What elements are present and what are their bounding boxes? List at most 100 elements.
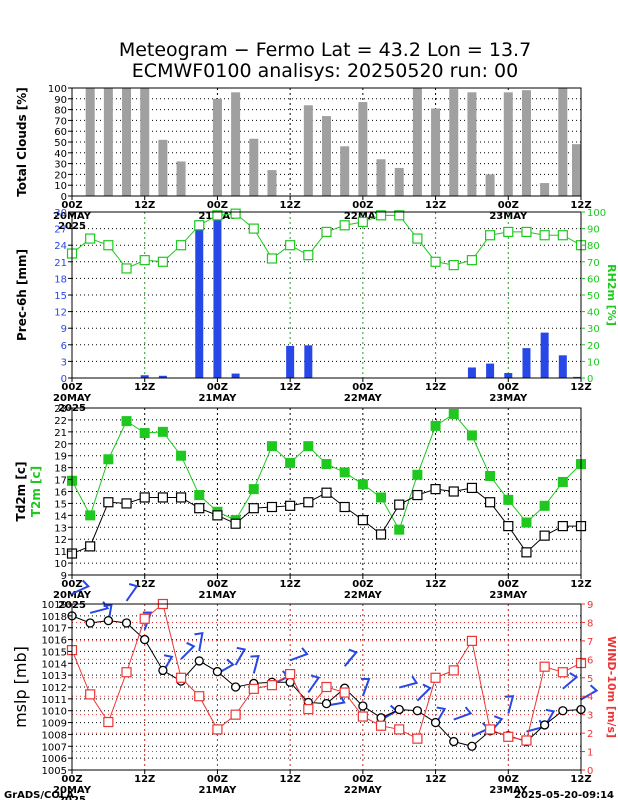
series-point	[266, 501, 278, 513]
y-tick-label: 23	[54, 404, 67, 415]
y-tick-label: 14	[54, 511, 67, 522]
rh2m-point	[194, 220, 205, 231]
series-point	[321, 698, 332, 709]
rh2m-point	[539, 230, 550, 241]
series-point	[539, 661, 550, 672]
series-point	[85, 618, 95, 628]
x-tick-label: 00Z	[207, 200, 228, 211]
series-point	[466, 430, 477, 441]
y-tick-label: 60	[54, 127, 67, 138]
y-tick-label: 1005	[42, 766, 67, 777]
cloud-bar	[85, 88, 95, 196]
wind-barb	[453, 706, 473, 721]
series-point	[248, 683, 259, 694]
panel-precip: 0 3 6 9 12 15 18 21 24 27 30 0 10 20 30 40 50 60 70 80 90 100…	[15, 208, 618, 414]
series-point	[285, 457, 296, 468]
rh2m-point	[157, 256, 168, 267]
y-axis-label-2: T2m [c]	[29, 466, 43, 517]
wind-barb	[180, 641, 196, 660]
footer-right: 2025-05-20-09:14	[514, 790, 614, 800]
series-point	[521, 735, 532, 746]
series-point	[176, 450, 187, 461]
rh2m-point	[339, 220, 350, 231]
rh2m-point	[394, 210, 405, 221]
series-point	[194, 691, 205, 702]
wind-barb	[71, 579, 91, 595]
series-point	[194, 490, 205, 501]
cloud-bar	[467, 92, 477, 196]
y-tick-label: 1014	[42, 659, 67, 670]
series-point	[121, 416, 132, 427]
y-tick-label: 30	[54, 160, 67, 171]
series-point	[430, 672, 441, 683]
x-tick-label: 12Z	[280, 774, 301, 785]
x-tick-label: 00Z	[352, 774, 373, 785]
series-point	[485, 470, 496, 481]
y-tick-label: 11	[54, 547, 67, 558]
series-point	[230, 709, 241, 720]
rh2m-point	[175, 240, 187, 251]
cloud-bar	[449, 89, 459, 196]
y-tick-label: 100	[48, 84, 67, 95]
y-tick-label: 1016	[42, 636, 67, 647]
series-point	[412, 733, 423, 744]
wind-barb	[398, 675, 419, 689]
y-tick-label: 80	[54, 106, 67, 117]
y2-tick-label: 20	[587, 341, 600, 352]
series-point	[212, 724, 223, 735]
x-day-label: 20MAY	[53, 785, 92, 796]
x-tick-label: 00Z	[61, 774, 82, 785]
rh2m-point	[430, 256, 441, 267]
rh2m-point	[230, 208, 241, 219]
cloud-bar	[358, 102, 368, 196]
series-point	[558, 706, 568, 716]
cloud-bar	[212, 98, 222, 196]
precip-bar	[140, 375, 149, 378]
y-tick-label: 10	[54, 559, 67, 570]
y-axis-label: Prec-6h [mm]	[15, 249, 29, 341]
series-point	[539, 720, 550, 730]
precip-bar	[158, 375, 167, 378]
rh2m-point	[103, 240, 114, 251]
x-tick-label: 00Z	[207, 382, 228, 393]
y-tick-label: 50	[54, 138, 67, 149]
x-tick-label: 00Z	[61, 382, 82, 393]
wind-barb	[416, 683, 432, 702]
x-tick-label: 12Z	[570, 382, 591, 393]
series-point	[430, 420, 441, 431]
wind-barb	[307, 674, 321, 693]
x-tick-label: 00Z	[352, 382, 373, 393]
series-point	[321, 459, 332, 470]
y-tick-label: 12	[54, 308, 67, 319]
series-point	[285, 668, 296, 680]
precip-bar	[213, 212, 222, 378]
series-point	[158, 665, 168, 676]
series-point	[503, 731, 514, 742]
rh2m-point	[412, 233, 423, 244]
series-point	[157, 426, 168, 437]
y-tick-label: 1019	[42, 600, 67, 611]
series-point	[103, 615, 114, 626]
series-point	[557, 520, 568, 532]
wind-barb	[142, 611, 153, 630]
cloud-bar	[431, 108, 441, 196]
rh2m-point	[321, 226, 332, 238]
series-point	[121, 667, 132, 678]
x-tick-label: 00Z	[61, 579, 82, 590]
y-tick-label: 40	[54, 149, 67, 160]
series-point	[194, 656, 204, 666]
wind-barb	[326, 694, 346, 707]
x-tick-label: 12Z	[570, 774, 591, 785]
y2-tick-label: 6	[587, 655, 593, 666]
y2-tick-label: 10	[587, 357, 600, 368]
series-point	[430, 484, 441, 495]
series-point	[266, 441, 277, 452]
cloud-bar	[503, 92, 513, 196]
y-tick-label: 9	[61, 571, 67, 582]
x-tick-label: 12Z	[134, 382, 155, 393]
series-point	[175, 672, 187, 683]
series-point	[430, 717, 441, 728]
x-tick-label: 00Z	[61, 200, 82, 211]
